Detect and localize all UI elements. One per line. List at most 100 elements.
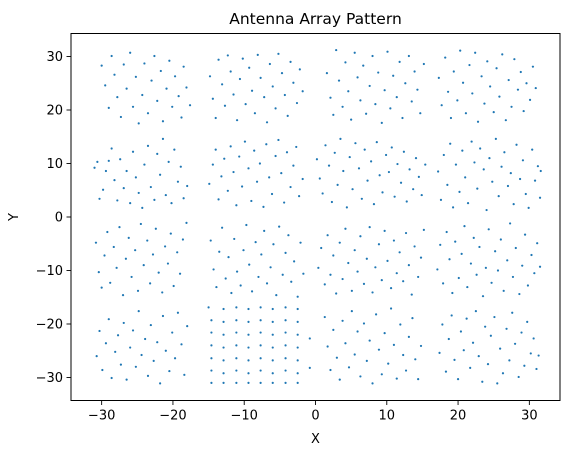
data-point	[223, 157, 226, 160]
data-point	[229, 145, 232, 148]
data-point	[296, 381, 299, 384]
data-point	[387, 362, 390, 365]
data-point	[115, 266, 118, 269]
data-point	[463, 224, 466, 228]
data-point	[496, 269, 500, 272]
data-point	[488, 157, 491, 160]
data-point	[247, 167, 250, 170]
data-point	[150, 79, 153, 82]
data-point	[235, 357, 238, 360]
data-point	[456, 378, 460, 381]
data-point	[271, 359, 274, 362]
data-point	[281, 273, 284, 276]
data-point	[152, 359, 155, 363]
data-point	[536, 165, 540, 168]
data-point	[217, 58, 220, 61]
data-point	[401, 116, 404, 120]
x-tick-label: 10	[379, 409, 396, 424]
data-point	[188, 104, 192, 107]
data-point	[402, 280, 405, 283]
data-point	[248, 263, 251, 266]
data-point	[109, 281, 112, 284]
data-point	[258, 162, 261, 165]
data-point	[259, 76, 262, 79]
data-point	[374, 313, 378, 316]
data-point	[296, 359, 299, 362]
data-point	[247, 333, 250, 336]
data-point	[489, 85, 492, 88]
data-point	[259, 357, 262, 360]
data-point	[414, 157, 418, 160]
data-point	[131, 105, 135, 108]
data-point	[474, 51, 477, 54]
data-point	[232, 93, 235, 96]
data-point	[365, 257, 368, 260]
data-point	[398, 60, 401, 63]
data-point	[526, 284, 530, 287]
data-point	[222, 381, 225, 384]
data-point	[94, 241, 98, 244]
data-point	[482, 168, 485, 171]
data-point	[284, 381, 287, 384]
data-point	[238, 77, 242, 81]
data-point	[498, 95, 501, 98]
data-point	[176, 311, 180, 314]
data-point	[209, 239, 212, 242]
data-point	[230, 291, 233, 295]
data-point	[229, 70, 232, 73]
data-point	[298, 195, 301, 198]
data-point	[323, 283, 326, 286]
data-point	[486, 363, 490, 366]
data-point	[509, 222, 512, 225]
data-point	[247, 307, 250, 311]
data-point	[486, 60, 489, 63]
data-point	[161, 137, 165, 140]
data-point	[186, 184, 189, 188]
data-point	[356, 270, 359, 273]
data-point	[95, 355, 98, 358]
data-point	[362, 322, 366, 325]
data-point	[146, 374, 150, 377]
data-point	[416, 88, 419, 91]
data-point	[238, 155, 241, 158]
data-point	[371, 291, 374, 294]
data-point	[247, 320, 250, 323]
data-point	[518, 177, 522, 181]
data-point	[392, 239, 396, 242]
data-point	[466, 285, 469, 289]
data-point	[271, 85, 274, 88]
data-point	[417, 275, 420, 279]
data-point	[271, 333, 274, 336]
data-point	[407, 264, 410, 267]
data-point	[407, 54, 410, 58]
data-point	[513, 58, 516, 61]
data-point	[98, 197, 101, 200]
data-point	[380, 121, 383, 124]
data-point	[519, 70, 522, 74]
data-point	[210, 381, 213, 384]
data-point	[374, 103, 377, 106]
data-point	[446, 183, 449, 186]
data-point	[208, 75, 212, 78]
data-point	[272, 243, 275, 246]
data-point	[183, 373, 186, 376]
data-point	[233, 237, 236, 241]
data-point	[296, 320, 299, 323]
data-point	[119, 363, 122, 366]
data-point	[268, 62, 271, 66]
data-point	[497, 195, 500, 198]
data-point	[296, 372, 299, 375]
data-point	[277, 138, 280, 142]
data-point	[353, 51, 356, 54]
data-point	[321, 192, 324, 195]
data-point	[161, 291, 164, 294]
data-point	[458, 190, 461, 193]
data-point	[292, 81, 295, 84]
data-point	[113, 178, 116, 182]
data-point	[525, 82, 528, 85]
data-point	[413, 245, 416, 248]
data-point	[269, 266, 272, 269]
data-point	[417, 378, 420, 381]
data-point	[271, 372, 274, 375]
data-point	[445, 230, 448, 234]
